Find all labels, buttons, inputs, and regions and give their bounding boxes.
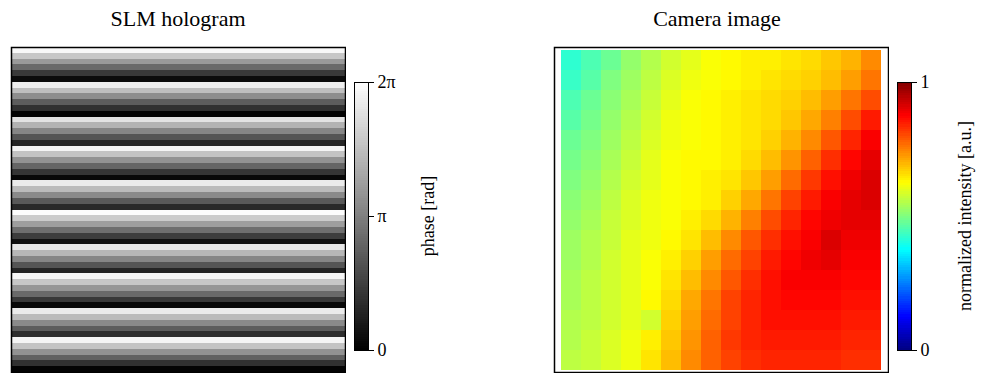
svg-text:2π: 2π [378,72,396,92]
svg-text:0: 0 [921,340,930,360]
svg-text:π: π [378,206,387,226]
svg-text:0: 0 [378,340,387,360]
html-text:normalized intensity [a.u.]: normalized intensity [a.u.] [954,121,975,311]
svg-text:1: 1 [921,72,930,92]
html-text:phase [rad]: phase [rad] [417,175,438,257]
html-text:SLM hologram: SLM hologram [110,6,246,31]
html-text:Camera image: Camera image [653,6,781,31]
